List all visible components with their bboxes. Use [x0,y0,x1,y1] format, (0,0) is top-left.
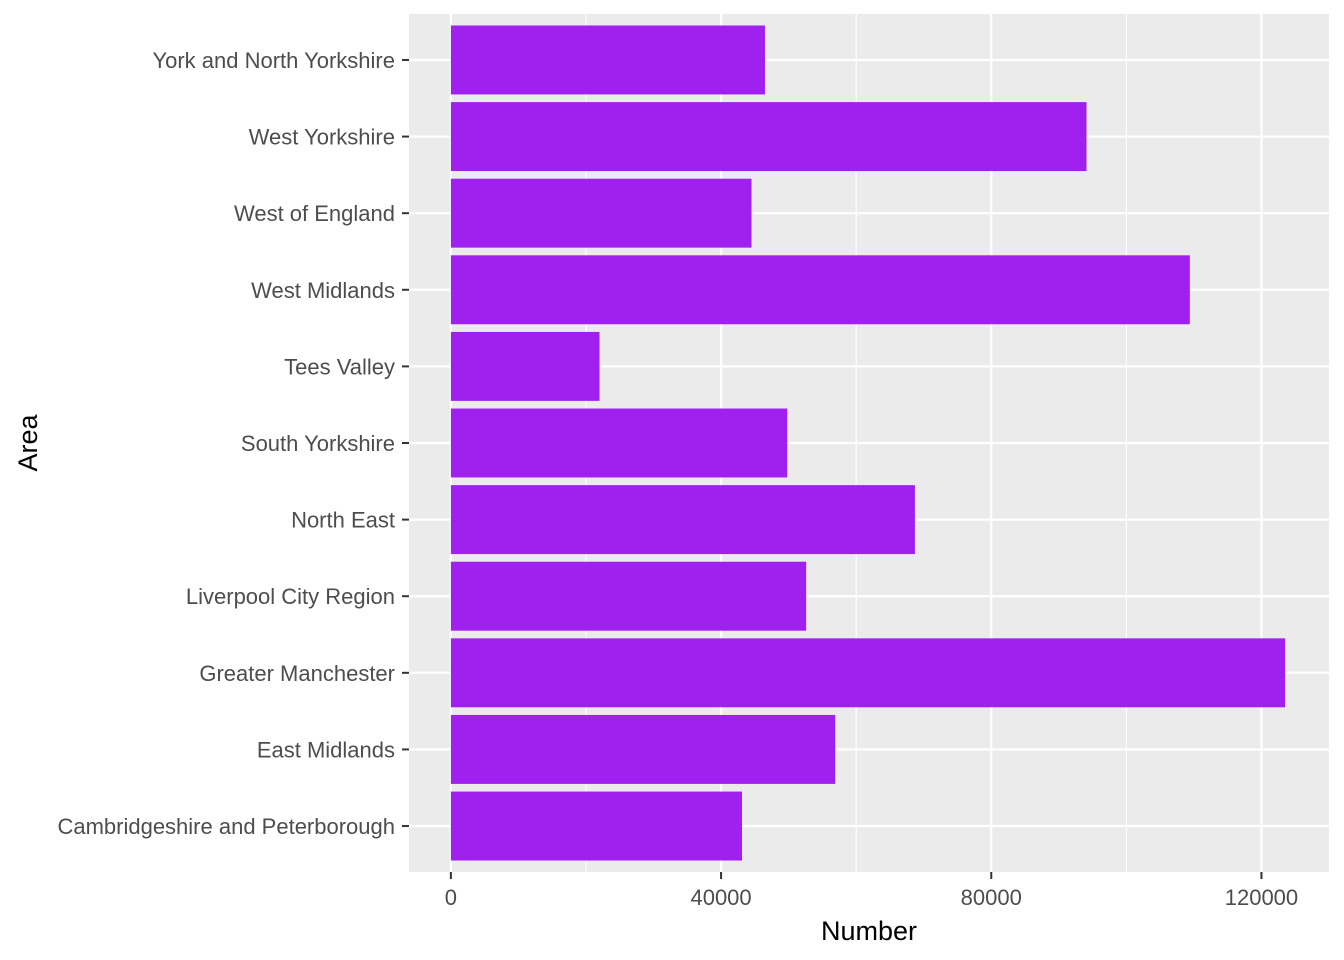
y-tick-label: Tees Valley [284,354,395,379]
y-tick-label: North East [291,508,395,533]
x-tick-label: 120000 [1225,885,1298,910]
y-tick-label: Greater Manchester [199,661,395,686]
bar [450,714,836,784]
y-tick-label: Liverpool City Region [186,584,395,609]
x-tick-label: 0 [445,885,457,910]
x-tick-label: 40000 [690,885,751,910]
bar [450,255,1190,325]
x-axis: 0 40000 80000 120000 [445,872,1298,910]
y-axis: York and North Yorkshire West Yorkshire We… [57,48,409,839]
bars [450,25,1286,861]
bar [450,178,752,248]
bar [450,102,1087,172]
y-tick-label: South Yorkshire [241,431,395,456]
bar [450,638,1286,708]
y-axis-title: Area [13,414,43,472]
bar [450,408,788,478]
bar [450,561,807,631]
y-tick-label: West Yorkshire [249,125,395,150]
bar [450,485,915,555]
x-axis-title: Number [821,916,917,946]
bar [450,331,600,401]
bar [450,25,765,95]
y-tick-label: York and North Yorkshire [152,48,395,73]
y-tick-label: West of England [234,201,395,226]
y-tick-label: Cambridgeshire and Peterborough [57,814,395,839]
bar [450,791,743,861]
y-tick-label: East Midlands [257,737,395,762]
y-tick-label: West Midlands [251,278,395,303]
x-tick-label: 80000 [961,885,1022,910]
